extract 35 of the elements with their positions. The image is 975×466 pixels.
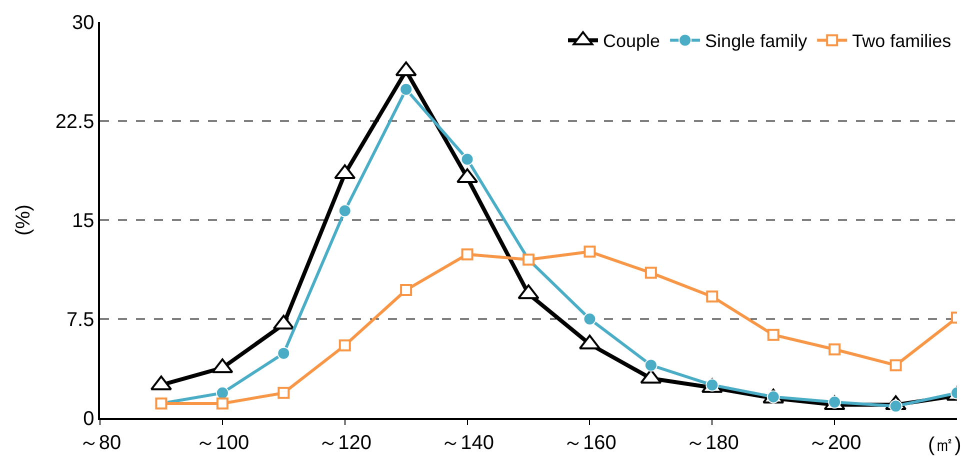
point [644, 358, 658, 372]
y-tick-label: 30 [72, 12, 94, 34]
point [338, 339, 351, 352]
point [461, 248, 474, 260]
point [767, 328, 780, 341]
x-tick-label: ～200 [808, 432, 862, 454]
x-axis-title: (㎡) [928, 434, 962, 456]
point [828, 343, 841, 356]
point [216, 386, 229, 400]
y-axis-title: (%) [12, 204, 34, 236]
y-tick-label: 22.5 [55, 111, 94, 133]
point [278, 386, 290, 399]
point [890, 359, 902, 372]
legend-label: Two families [852, 31, 952, 52]
point [216, 397, 228, 410]
y-tick-label: 7.5 [66, 309, 94, 331]
legend-label: Couple [603, 31, 660, 52]
x-tick-label: ～80 [78, 432, 122, 454]
x-tick-label: ～100 [196, 432, 250, 454]
point [460, 152, 474, 166]
x-tick-label: ～160 [563, 432, 616, 454]
x-tick-label: ～180 [685, 432, 739, 454]
point [277, 346, 290, 360]
y-tick-label: 15 [72, 210, 94, 232]
point [583, 312, 596, 326]
point [644, 266, 657, 279]
y-tick-label: 0 [83, 408, 94, 430]
x-tick-label: ～120 [318, 432, 372, 454]
legend-label: Single family [705, 31, 808, 52]
x-tick-label: ～140 [440, 432, 494, 454]
point [706, 290, 718, 303]
point [400, 284, 412, 296]
point [338, 204, 352, 218]
point [400, 82, 413, 96]
point [584, 246, 596, 258]
